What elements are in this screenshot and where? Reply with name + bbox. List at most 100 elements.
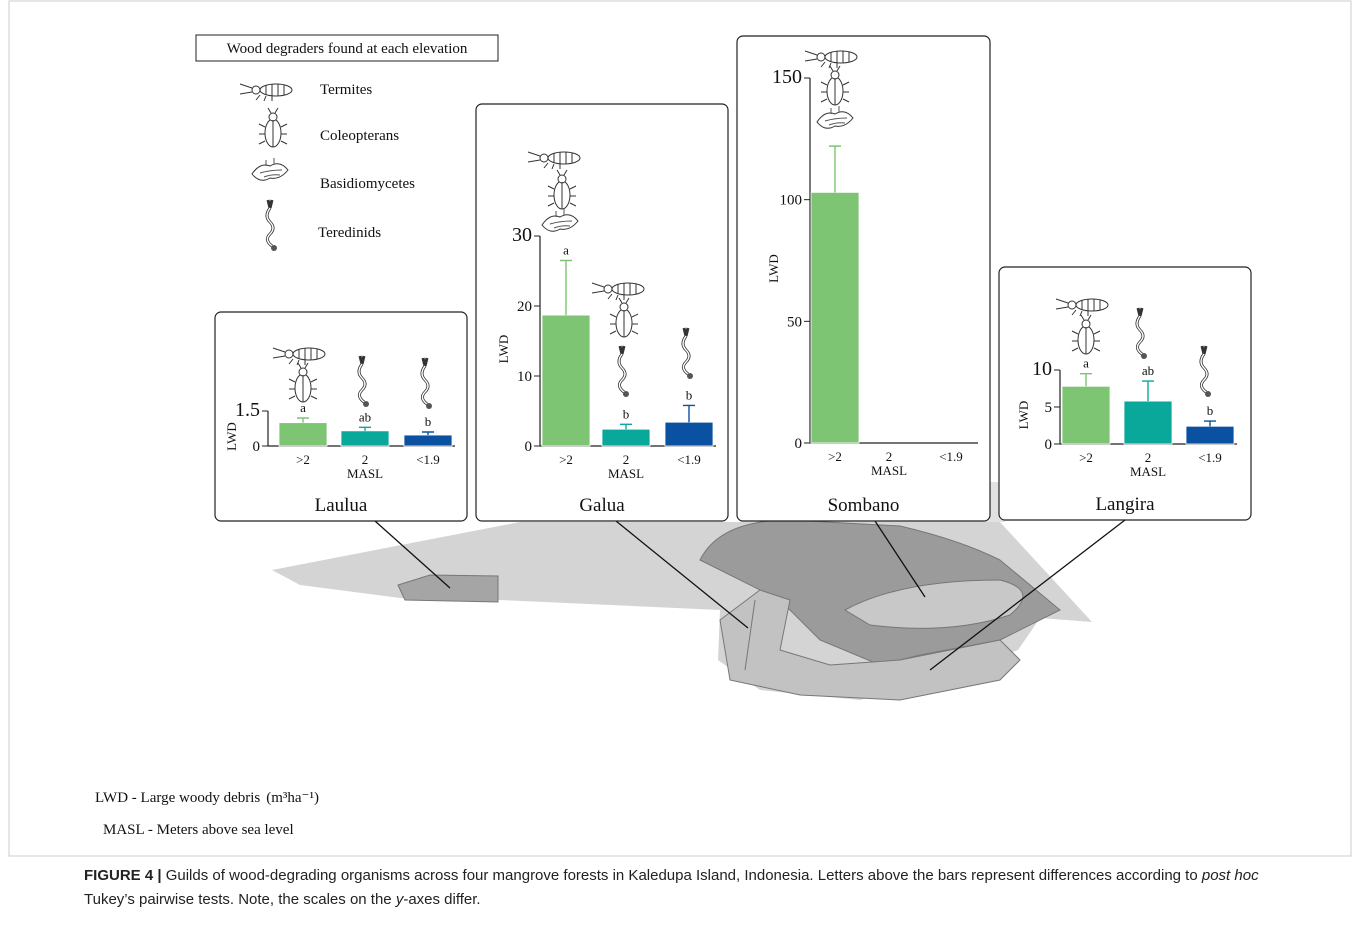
y-axis-label: LWD [766, 254, 781, 283]
annotation: b [623, 406, 630, 421]
panel: 0 5 10 LWD >2 a 2 ab <1.9 b MASL Langira [998, 266, 1252, 521]
bar [601, 428, 651, 447]
error-bar [297, 417, 309, 423]
x-axis-label: MASL [871, 463, 907, 478]
x-axis-label: MASL [347, 466, 383, 481]
x-tick-label: >2 [559, 452, 573, 467]
panel-box [736, 35, 991, 522]
panel-box [475, 103, 729, 522]
panel-title: Sombano [828, 495, 900, 516]
y-tick-label: 10 [1032, 358, 1052, 380]
x-tick-label: 2 [886, 449, 893, 464]
x-tick-label: 2 [623, 452, 630, 467]
bar [1123, 400, 1173, 445]
icon [265, 198, 279, 253]
annotation: b [425, 414, 432, 429]
annotation: a [563, 243, 569, 258]
y-tick-label: 0 [795, 436, 803, 452]
annotation: a [1083, 356, 1089, 371]
y-axis-label: LWD [1016, 401, 1031, 430]
note: LWD - Large woody debris (m³ha⁻¹) [95, 790, 319, 806]
bar [664, 421, 714, 447]
legend-title: Wood degraders found at each elevation [227, 41, 468, 57]
error-bar [1204, 420, 1216, 427]
y-tick-label: 100 [780, 193, 803, 209]
y-tick-label: 0 [253, 439, 261, 455]
x-tick-label: <1.9 [1198, 450, 1222, 465]
icon [258, 107, 288, 148]
x-axis-label: MASL [1130, 464, 1166, 479]
y-tick-label: 150 [772, 66, 802, 88]
y-tick-label: 50 [787, 314, 802, 330]
y-tick-label: 20 [517, 299, 532, 315]
x-tick-label: 2 [1145, 450, 1152, 465]
annotation: ab [359, 409, 371, 424]
x-tick-label: >2 [1079, 450, 1093, 465]
legend-label: Basidiomycetes [320, 176, 415, 192]
note: MASL - Meters above sea level [103, 822, 294, 838]
bar [403, 434, 453, 447]
error-bar [560, 259, 572, 316]
caption-text: -axes differ. [403, 891, 481, 908]
x-tick-label: <1.9 [939, 449, 963, 464]
panel: 0 10 20 30 LWD >2 a 2 b <1.9 b MASL Galua [475, 103, 729, 522]
legend-label: Coleopterans [320, 128, 399, 144]
legend-box [195, 34, 499, 62]
caption-text: y [395, 891, 404, 908]
y-axis-label: LWD [496, 335, 511, 364]
bar [340, 430, 390, 447]
bar [1061, 385, 1111, 445]
annotation: b [686, 387, 693, 402]
x-tick-label: >2 [296, 452, 310, 467]
x-tick-label: <1.9 [677, 452, 701, 467]
y-tick-label: 0 [525, 439, 533, 455]
note-text: LWD - Large woody debris [95, 790, 260, 806]
y-axis-label: LWD [224, 422, 239, 451]
error-bar [359, 426, 371, 431]
legend-label: Termites [320, 82, 372, 98]
bar [1185, 425, 1235, 445]
x-tick-label: <1.9 [416, 452, 440, 467]
error-bar [1080, 373, 1092, 387]
y-tick-label: 10 [517, 369, 532, 385]
annotation: ab [1142, 363, 1154, 378]
legend: Termites Coleopterans Basidiomycetes Teredi… [318, 82, 415, 241]
error-bar [422, 431, 434, 436]
panel-title: Laulua [315, 495, 368, 516]
error-bar [683, 404, 695, 423]
annotation: a [300, 400, 306, 415]
y-tick-label: 5 [1045, 400, 1053, 416]
bar [278, 422, 328, 447]
legend-label: Teredinids [318, 225, 381, 241]
x-tick-label: 2 [362, 452, 369, 467]
panel-box [998, 266, 1252, 521]
icon [239, 83, 293, 102]
icon [251, 157, 289, 181]
caption-text: Guilds of wood-degrading organisms acros… [161, 867, 1202, 884]
caption-text: post hoc [1201, 867, 1259, 884]
annotation: b [1207, 403, 1214, 418]
caption-label: FIGURE 4 | [84, 867, 162, 884]
frame [8, 0, 1352, 857]
panel-title: Langira [1095, 494, 1155, 515]
x-axis-label: MASL [608, 466, 644, 481]
caption: FIGURE 4 | Guilds of wood-degrading orga… [84, 864, 1284, 912]
y-tick-label: 30 [512, 224, 532, 246]
y-tick-label: 0 [1045, 437, 1053, 453]
error-bar [829, 145, 841, 193]
panel-title: Galua [579, 495, 625, 516]
error-bar [620, 423, 632, 430]
error-bar [1142, 380, 1154, 402]
map [272, 482, 1126, 701]
caption-text: Tukey’s pairwise tests. Note, the scales… [84, 891, 396, 908]
panel: 0 50 100 150 LWD >2 2 <1.9 MASL Sombano [736, 35, 991, 522]
bar [810, 191, 860, 444]
x-tick-label: >2 [828, 449, 842, 464]
panel-box [214, 311, 468, 522]
bar [541, 314, 591, 447]
y-tick-label: 1.5 [235, 399, 260, 421]
note-unit: (m³ha⁻¹) [266, 790, 319, 806]
